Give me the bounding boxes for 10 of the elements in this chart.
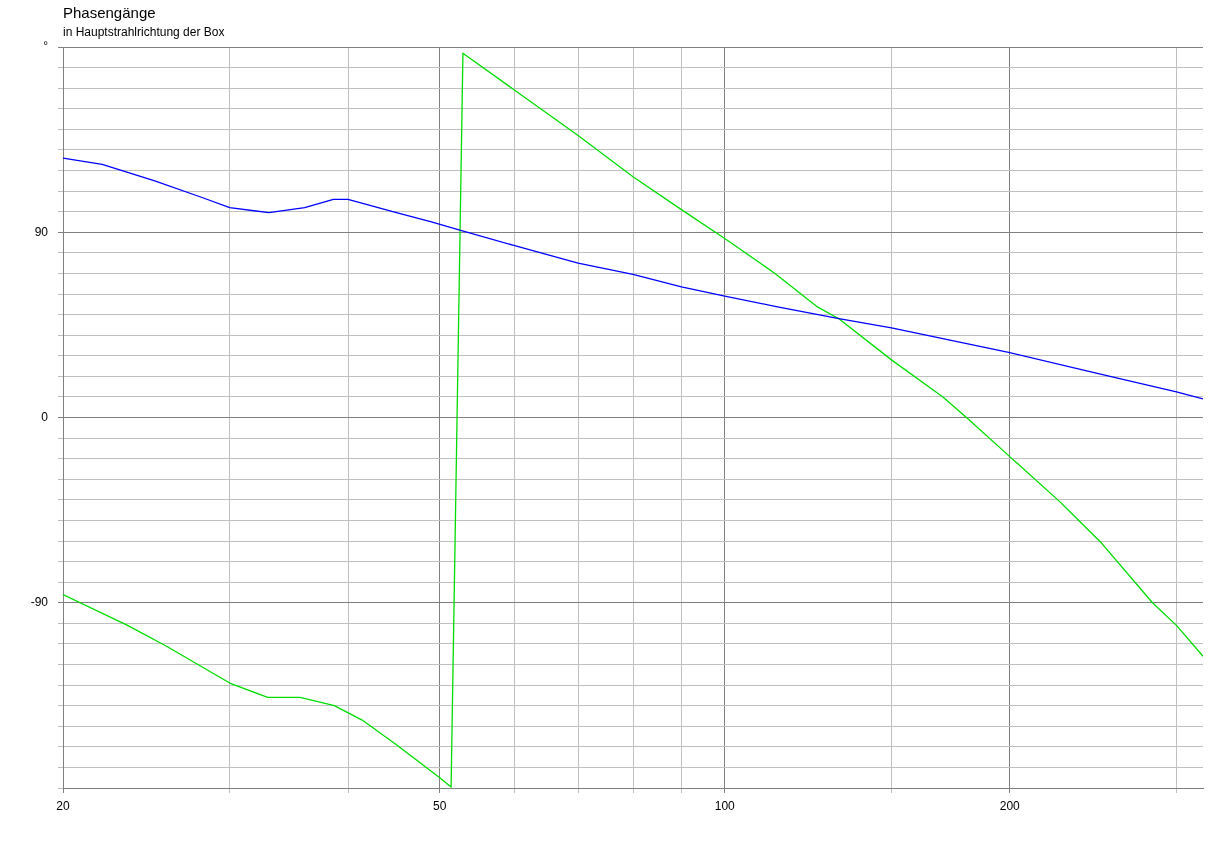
x-tick-label: 100 xyxy=(714,798,736,813)
chart-subtitle: in Hauptstrahlrichtung der Box xyxy=(63,25,225,39)
x-tick-label: 200 xyxy=(999,798,1021,813)
x-tick-label: 50 xyxy=(433,798,447,813)
y-tick-label: -90 xyxy=(30,595,49,610)
y-tick-label: 0 xyxy=(41,409,49,424)
y-tick-label: ° xyxy=(43,39,49,54)
x-tick-label: 20 xyxy=(56,798,70,813)
chart-title: Phasengänge xyxy=(63,4,156,21)
y-tick-label: 90 xyxy=(34,224,49,239)
